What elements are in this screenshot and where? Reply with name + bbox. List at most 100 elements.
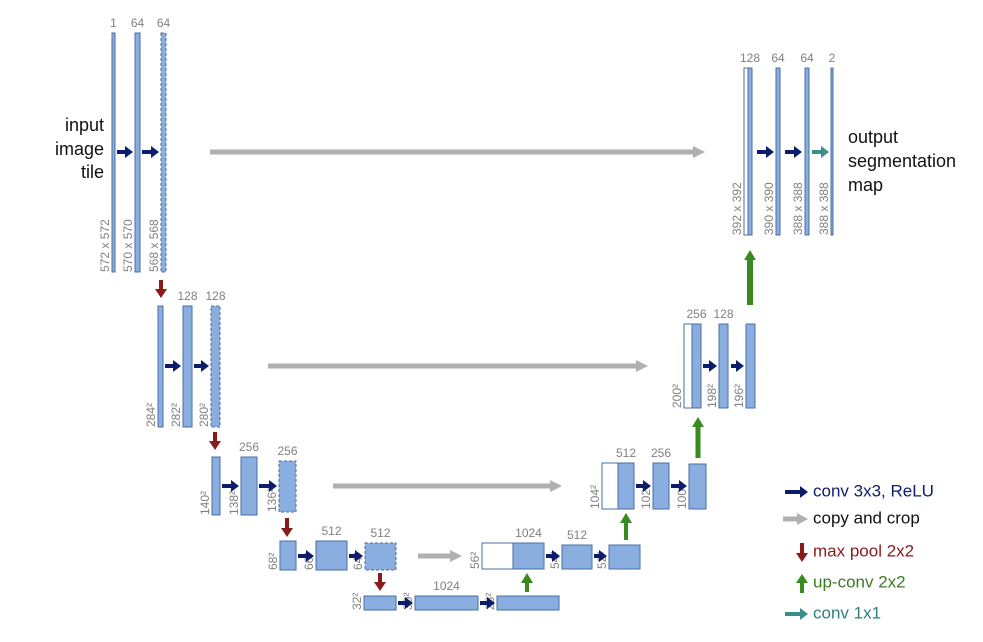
size-label: 284² — [144, 403, 158, 427]
size-label: 390 x 390 — [762, 182, 776, 235]
copy-arrow-head — [693, 146, 705, 158]
channel-label: 64 — [131, 16, 145, 30]
channel-label: 512 — [370, 526, 390, 540]
size-label: 68² — [266, 553, 280, 570]
channel-label: 256 — [239, 440, 259, 454]
feature-block — [211, 456, 221, 516]
channel-label: 128 — [177, 289, 197, 303]
output-label: output — [848, 127, 898, 147]
conv-arrow-head — [173, 360, 181, 372]
size-label: 198² — [705, 384, 719, 408]
conv1x1-arrow-head — [821, 146, 829, 158]
channel-label: 512 — [567, 528, 587, 542]
channel-label: 128 — [713, 307, 733, 321]
size-label: 140² — [198, 491, 212, 515]
size-label: 56² — [468, 552, 482, 569]
feature-block — [182, 305, 193, 428]
size-label: 32² — [350, 593, 364, 610]
channel-label: 256 — [277, 444, 297, 458]
channel-label: 64 — [157, 16, 171, 30]
legend-arrow-head — [800, 608, 808, 620]
conv-arrow-head — [306, 550, 314, 562]
output-label: map — [848, 175, 883, 195]
feature-block — [315, 540, 348, 571]
input-label: input — [65, 115, 104, 135]
upconv-arrow-head — [692, 417, 704, 427]
size-label: 200² — [670, 384, 684, 408]
conv-arrow-head — [151, 146, 159, 158]
channel-label: 64 — [771, 51, 785, 65]
channel-label: 512 — [616, 446, 636, 460]
size-label: 282² — [169, 403, 183, 427]
conv-arrow-head — [355, 550, 363, 562]
channel-label: 128 — [205, 289, 225, 303]
conv-arrow-head — [405, 597, 413, 609]
conv-arrow-head — [231, 480, 239, 492]
feature-block — [512, 542, 545, 570]
feature-block — [718, 323, 729, 409]
channel-label: 1 — [110, 16, 117, 30]
upconv-arrow-head — [521, 573, 533, 583]
pool-arrow-head — [209, 441, 221, 450]
channel-label: 1024 — [515, 526, 542, 540]
size-label: 388 x 388 — [791, 182, 805, 235]
upconv-arrow-head — [744, 250, 756, 260]
channel-label: 256 — [686, 307, 706, 321]
size-label: 138² — [227, 491, 241, 515]
size-label: 102² — [639, 485, 653, 509]
size-label: 100² — [675, 485, 689, 509]
input-label: image — [55, 139, 104, 159]
feature-block — [414, 595, 479, 611]
feature-block — [157, 305, 164, 428]
size-label: 136² — [265, 488, 279, 512]
feature-block — [210, 305, 221, 428]
feature-block — [617, 462, 635, 510]
block-crop-part — [683, 323, 693, 409]
copy-arrow-head — [450, 550, 462, 562]
feature-block — [775, 67, 781, 236]
block-crop-part — [743, 67, 749, 236]
feature-block — [691, 323, 702, 409]
pool-arrow-head — [155, 289, 167, 298]
conv-arrow-head — [679, 480, 687, 492]
feature-block — [561, 544, 593, 570]
legend-text: max pool 2x2 — [813, 541, 914, 560]
feature-block — [363, 595, 397, 611]
output-label: segmentation — [848, 151, 956, 171]
legend-text: conv 1x1 — [813, 603, 881, 622]
size-label: 388 x 388 — [817, 182, 831, 235]
conv-arrow-head — [599, 550, 607, 562]
copy-arrow-head — [550, 480, 562, 492]
feature-block — [747, 67, 753, 236]
conv-arrow-head — [201, 360, 209, 372]
channel-label: 128 — [740, 51, 760, 65]
feature-block — [496, 595, 560, 611]
conv-arrow-head — [736, 360, 744, 372]
size-label: 568 x 568 — [147, 219, 161, 272]
size-label: 572 x 572 — [98, 219, 112, 272]
feature-block — [160, 32, 167, 273]
channel-label: 64 — [800, 51, 814, 65]
legend-arrow-head — [796, 553, 808, 562]
legend-arrow-head — [796, 574, 808, 583]
conv-arrow-head — [794, 146, 802, 158]
feature-block — [830, 67, 834, 236]
conv-arrow-head — [125, 146, 133, 158]
legend-text: conv 3x3, ReLU — [813, 481, 934, 500]
pool-arrow-head — [281, 528, 293, 537]
conv-arrow-head — [487, 597, 495, 609]
feature-block — [134, 32, 141, 273]
feature-block — [688, 463, 707, 510]
legend-arrow-head — [800, 486, 808, 498]
size-label: 392 x 392 — [730, 182, 744, 235]
feature-block — [240, 456, 258, 516]
legend-text: up-conv 2x2 — [813, 572, 906, 591]
conv-arrow-head — [269, 480, 277, 492]
size-label: 280² — [197, 403, 211, 427]
feature-block — [652, 462, 670, 510]
pool-arrow-head — [374, 582, 386, 591]
feature-block — [804, 67, 810, 236]
input-label: tile — [81, 162, 104, 182]
feature-block — [608, 544, 641, 570]
